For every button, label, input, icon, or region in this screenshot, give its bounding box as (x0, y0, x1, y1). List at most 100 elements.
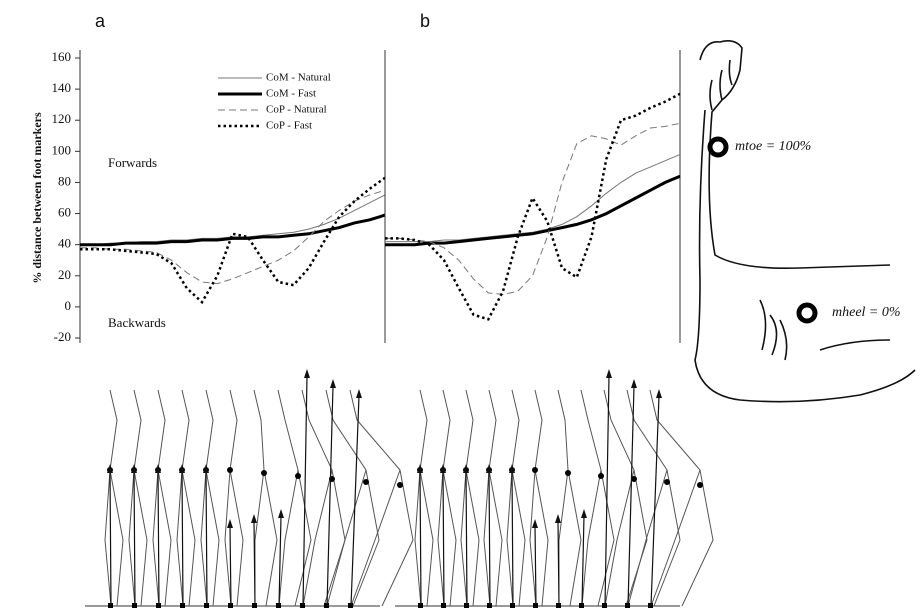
hip-marker (261, 470, 267, 476)
legend-label: CoP - Natural (266, 104, 327, 116)
arrow-head (227, 519, 233, 528)
y-tick-label: 160 (52, 49, 72, 64)
legend-label: CoP - Fast (266, 120, 312, 132)
series-line (80, 189, 386, 285)
heel-label: mheel = 0% (832, 305, 901, 320)
arrow-head (107, 464, 113, 473)
y-tick-label: 120 (52, 111, 72, 126)
series-line (80, 213, 386, 247)
stick-figure (626, 389, 681, 607)
hip-marker (664, 479, 670, 485)
stick-figure (104, 389, 124, 607)
panel-label: a (95, 11, 106, 31)
legend-label: CoM - Natural (266, 72, 331, 84)
y-axis-label: % distance between foot markers (30, 112, 44, 284)
hip-marker (532, 467, 538, 473)
stick-figure (506, 389, 526, 607)
series-line (80, 176, 386, 305)
annotation: Backwards (108, 315, 166, 330)
stick-figure (325, 389, 380, 607)
stick-figure (483, 389, 503, 607)
arrow-head (463, 464, 469, 473)
arrow-head (631, 379, 637, 388)
stick-figure (253, 389, 278, 607)
stick-figure (301, 389, 346, 607)
arrow-head (417, 464, 423, 473)
stick-figure (349, 389, 414, 607)
arrow-head (606, 369, 612, 378)
stick-figure (128, 389, 148, 607)
series-line (385, 122, 681, 295)
foot-diagram (694, 40, 916, 403)
y-tick-label: 100 (52, 142, 72, 157)
hip-marker (363, 479, 369, 485)
hip-marker (598, 473, 604, 479)
hip-marker (631, 476, 637, 482)
y-tick-label: 80 (58, 173, 71, 188)
stick-figure (224, 389, 244, 607)
hip-marker (565, 470, 571, 476)
force-arrow (109, 470, 112, 607)
force-arrow (581, 515, 585, 607)
stick-figure (152, 389, 172, 607)
arrow-head (656, 389, 662, 398)
y-tick-label: 20 (58, 267, 71, 282)
stick-figure (176, 389, 196, 607)
force-arrow (205, 470, 208, 607)
toe-label: mtoe = 100% (735, 139, 811, 154)
force-arrow (157, 470, 160, 607)
force-arrow (419, 470, 422, 607)
y-tick-label: 0 (65, 298, 72, 313)
stick-figure (557, 389, 582, 607)
panel-label: b (420, 11, 430, 31)
force-arrow (253, 520, 256, 607)
y-tick-label: 60 (58, 205, 71, 220)
arrow-head (131, 464, 137, 473)
force-arrow (229, 525, 232, 607)
stick-figure (603, 389, 648, 607)
arrow-head (486, 464, 492, 473)
series-line (385, 174, 681, 247)
stick-figure (529, 389, 549, 607)
arrow-head (581, 509, 587, 518)
arrow-head (251, 514, 257, 523)
stick-figure (649, 389, 714, 607)
arrow-head (330, 379, 336, 388)
force-arrow (511, 470, 514, 607)
hip-marker (295, 473, 301, 479)
annotation: Forwards (108, 155, 157, 170)
stick-figure (200, 389, 220, 607)
force-arrow (181, 470, 184, 607)
force-arrow (350, 395, 360, 607)
force-arrow (133, 470, 136, 607)
force-arrow (534, 525, 537, 607)
stick-figure (414, 389, 434, 607)
force-arrow (442, 470, 445, 607)
series-line (385, 153, 681, 243)
arrow-head (532, 519, 538, 528)
arrow-head (155, 464, 161, 473)
force-arrow (278, 515, 282, 607)
heel-marker (796, 302, 818, 324)
arrow-head (509, 464, 515, 473)
y-tick-label: 40 (58, 236, 71, 251)
arrow-head (356, 389, 362, 398)
y-tick-label: 140 (52, 80, 72, 95)
stick-figure (277, 389, 312, 607)
stick-figure (437, 389, 457, 607)
stick-figure (460, 389, 480, 607)
legend-label: CoM - Fast (266, 88, 316, 100)
force-arrow (488, 470, 491, 607)
force-arrow (627, 385, 635, 607)
force-arrow (604, 375, 610, 607)
force-arrow (326, 385, 334, 607)
arrow-head (179, 464, 185, 473)
hip-marker (397, 482, 403, 488)
force-arrow (557, 520, 560, 607)
toe-marker (707, 136, 729, 158)
series-line (385, 92, 681, 321)
force-arrow (650, 395, 660, 607)
force-arrow (465, 470, 468, 607)
arrow-head (278, 509, 284, 518)
